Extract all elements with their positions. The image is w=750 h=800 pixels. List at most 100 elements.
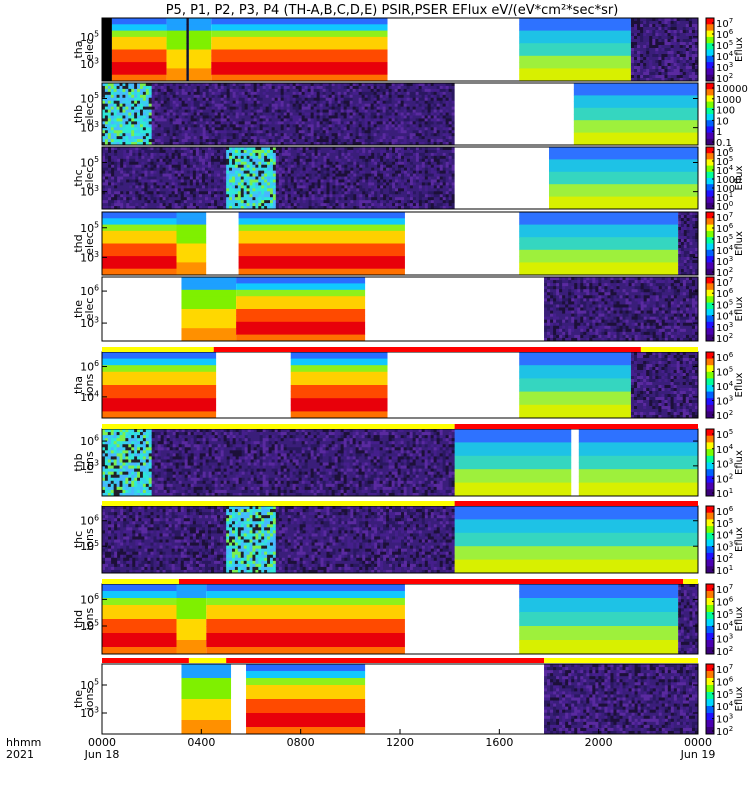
colorbar-label: Eflux [734,296,745,321]
y-tick-label: 105 [80,91,99,105]
panels: 105103thaelec107106105104103102Eflux1051… [72,17,748,738]
spectrogram-segment [246,664,366,735]
mode-bar-segment [454,501,698,506]
spectrogram-segment [454,506,698,574]
spectrogram-segment [188,18,212,82]
spectrogram-segment [102,664,182,734]
colorbar-label: Eflux [734,450,745,475]
x-tick-label: 2000 [585,736,613,749]
colorbar-label: Eflux [734,686,745,711]
x-tick-label: 0000 [684,736,712,749]
spectrogram-segment [236,277,366,342]
colorbar-tick-label: 10000 [716,84,748,95]
colorbar-tick-label: 106 [716,351,734,364]
colorbar-tick-label: 100 [716,200,733,213]
colorbar-tick-label: 106 [716,222,734,235]
colorbar-tick-label: 107 [716,17,733,30]
colorbar-tick-label: 104 [716,443,734,456]
colorbar-tick-label: 104 [716,50,734,63]
colorbar-tick-label: 106 [716,146,734,159]
spectrogram-segment [226,147,277,210]
colorbar-tick-label: 10 [716,116,729,127]
mode-bar [102,347,698,352]
colorbar-tick-label: 105 [716,517,733,530]
colorbar-tick-label: 103 [716,395,733,408]
spectrogram-segment [454,83,574,145]
y-tick-label: 103 [80,184,99,198]
spectrogram-segment [290,352,388,419]
x-tick-label: 1600 [485,736,513,749]
mode-bar-segment [226,658,545,663]
colorbar-label: Eflux [734,527,745,552]
spectrogram-segment [519,18,631,82]
colorbar-tick-label: 103 [716,633,733,646]
y-axis-label: elec [83,298,96,321]
spectrogram-segment [365,664,545,734]
y-axis-label: elec [83,38,96,61]
colorbar-tick-label: 103 [716,713,733,726]
spectrogram-segment [630,352,699,419]
x-tick-date: Jun 19 [680,748,716,761]
colorbar-tick-label: 102 [716,266,733,279]
spectrogram-segment [404,584,520,654]
mode-bar-segment [454,424,698,429]
colorbar-tick-label: 107 [716,276,733,289]
y-axis-label: ions [83,528,96,551]
colorbar-tick-label: 102 [716,725,733,738]
spectrogram-segment [211,18,388,82]
colorbar-tick-label: 1000 [716,175,741,186]
colorbar-tick-label: 100 [716,184,735,195]
spectrogram-segment [519,352,631,419]
y-axis-label: elec [83,167,96,190]
spectrogram-segment [544,664,699,735]
spectrogram-segment [186,18,189,82]
spectrogram-segment [176,584,207,655]
colorbar-tick-label: 104 [716,700,734,713]
mode-bar-segment [102,347,214,352]
panel-frame [101,276,699,342]
y-axis-label: ions [83,687,96,710]
y-tick-label: 105 [80,619,99,633]
colorbar-tick-label: 102 [716,409,733,422]
colorbar-tick-label: 101 [716,487,733,500]
mode-bar [102,579,698,584]
spectrogram-segment [519,212,679,276]
spectrogram-segment [231,664,247,734]
chart-title: P5, P1, P2, P3, P4 (TH-A,B,C,D,E) PSIR,P… [166,3,619,18]
colorbar-tick-label: 105 [716,428,733,441]
spectrogram-segment [678,584,699,655]
y-axis-label: ions [83,607,96,630]
colorbar-tick-label: 1 [716,127,722,138]
x-tick-label: 0000 [88,736,116,749]
y-tick-label: 104 [80,389,99,403]
colorbar-tick-label: 104 [716,164,734,177]
spectrogram-segment [519,584,679,655]
spectrogram-segment [151,429,456,497]
colorbar-tick-label: 103 [716,255,733,268]
spectrogram-segment [578,429,698,497]
colorbar-tick-label: 0.1 [716,138,732,149]
spectrogram-segment [387,352,520,418]
spectrogram-segment [102,506,227,574]
colorbar-tick-label: 107 [716,211,733,224]
spectrogram-segment [181,664,232,735]
mode-bar [102,658,698,663]
spectrogram-segment [544,277,699,342]
spectrogram-segment [102,18,112,82]
spectrogram-segment [102,584,177,655]
y-tick-label: 106 [80,434,99,448]
spectrogram-segment [226,506,277,574]
